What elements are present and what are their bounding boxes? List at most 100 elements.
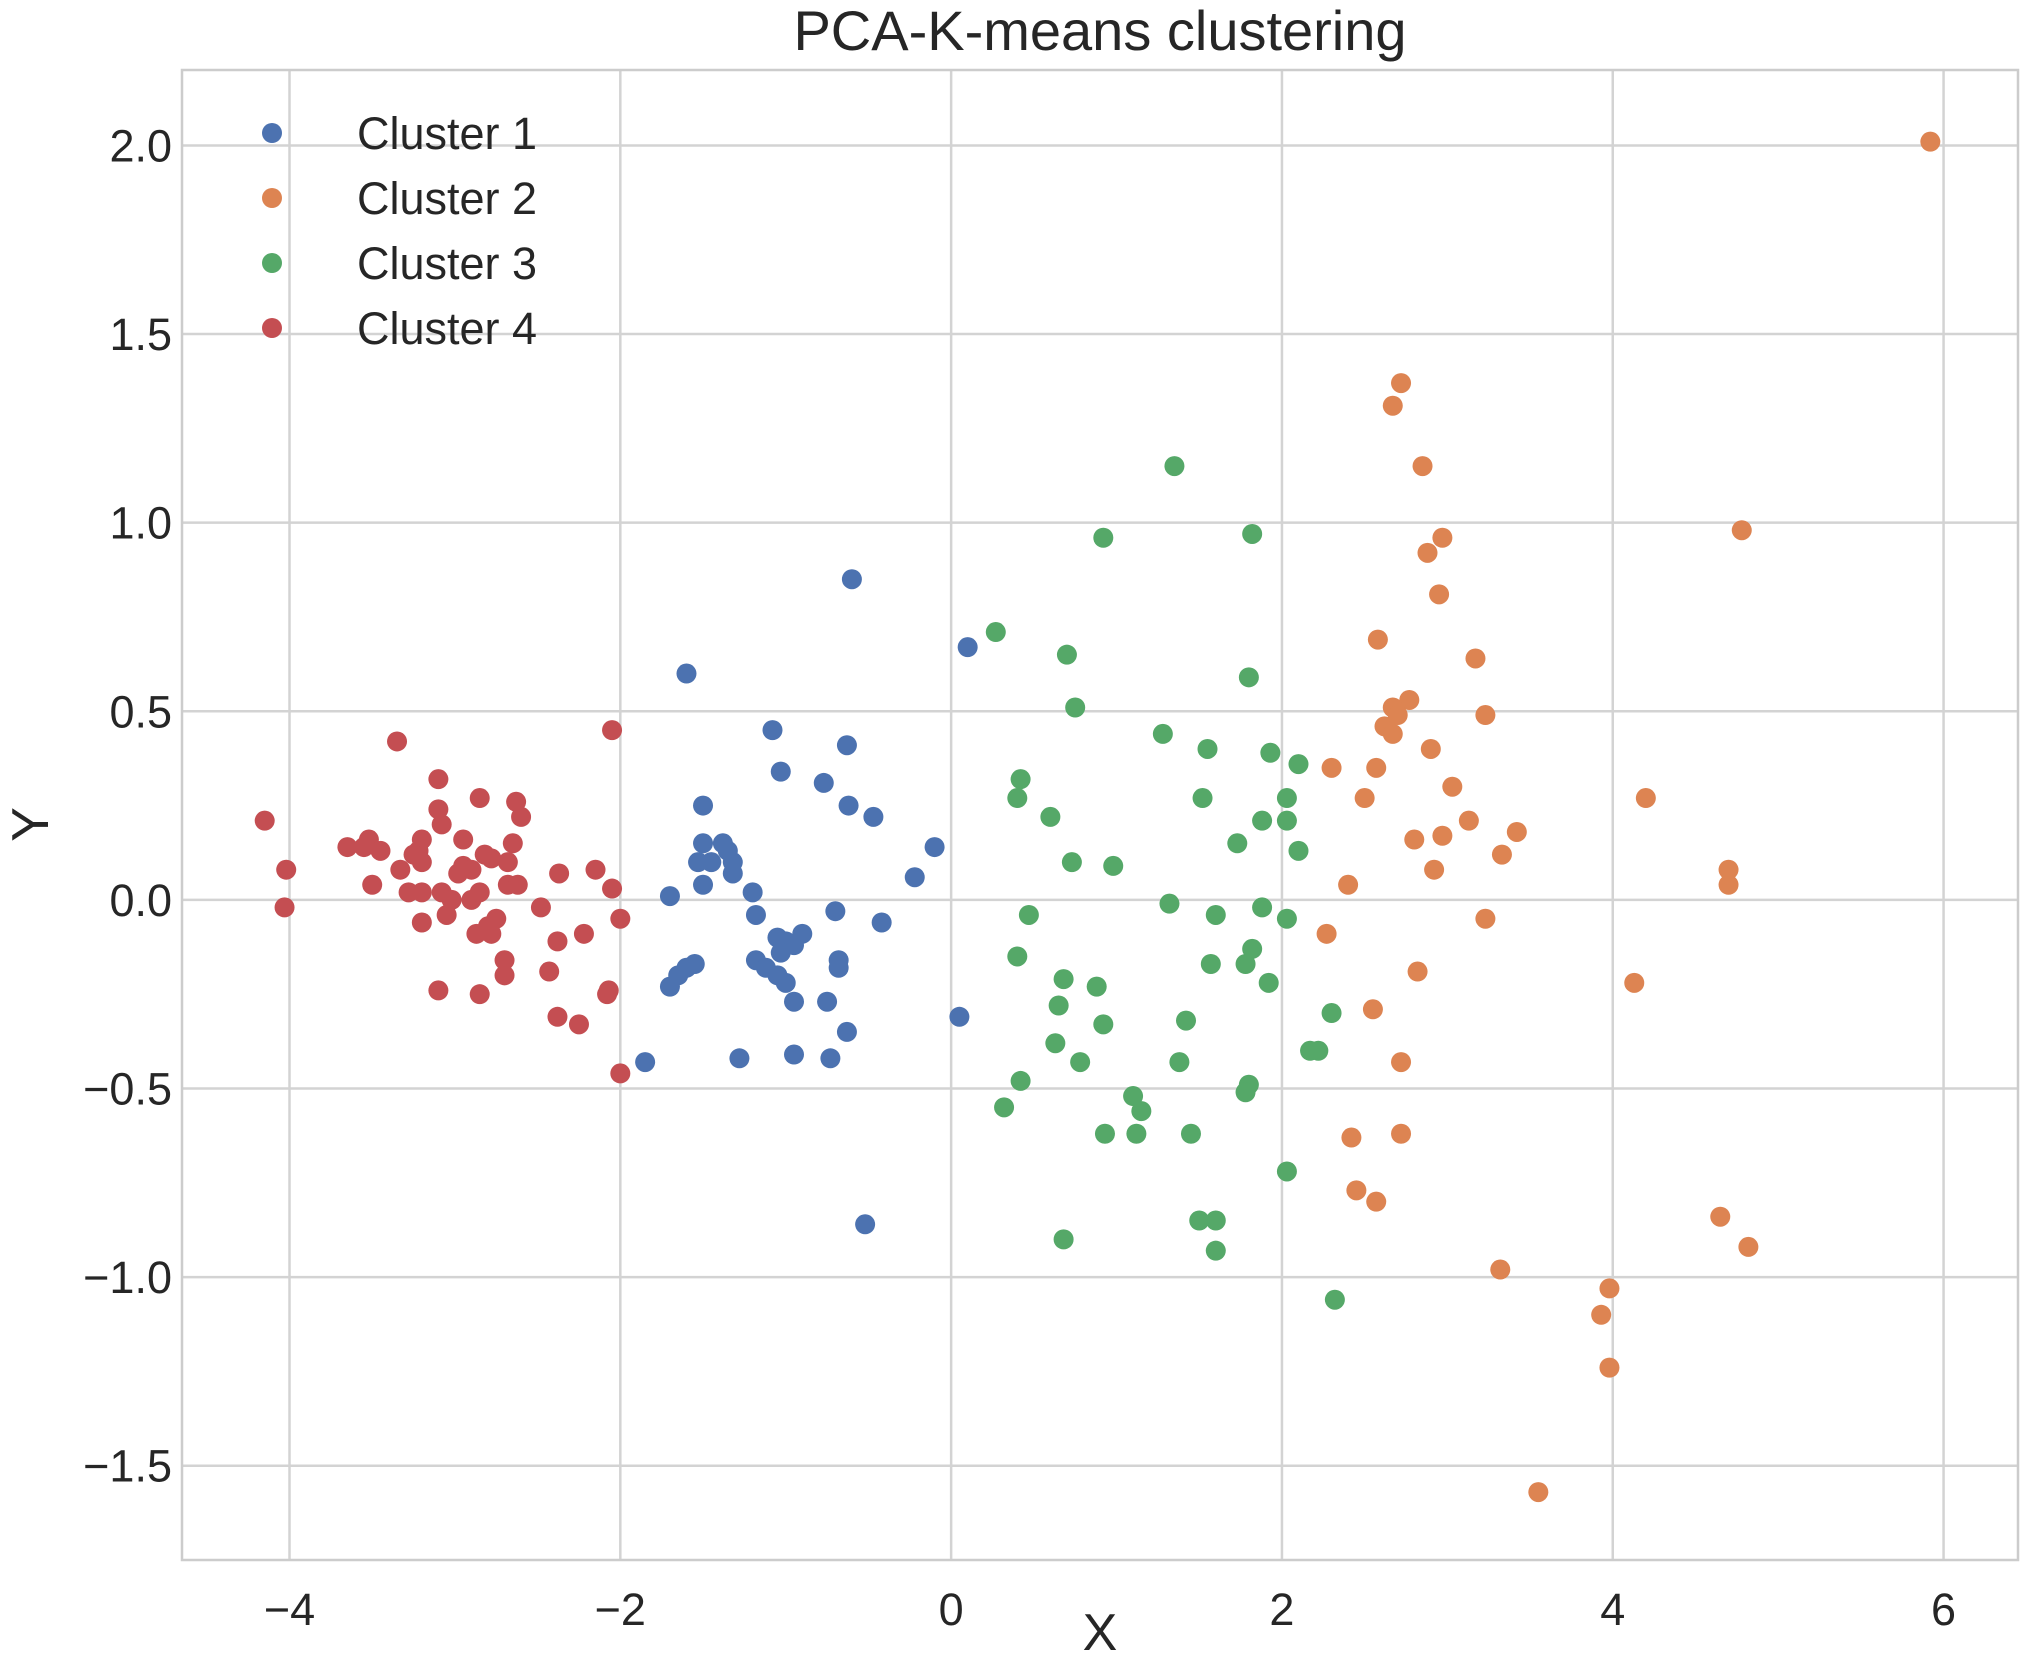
y-tick-label: −0.5: [83, 1063, 172, 1114]
data-point: [610, 1063, 631, 1084]
data-point: [1391, 373, 1412, 394]
data-point: [1635, 788, 1656, 809]
data-point: [813, 772, 834, 793]
x-tick-label: −4: [264, 1584, 315, 1635]
data-point: [549, 863, 570, 884]
data-point: [1056, 644, 1077, 665]
data-point: [1362, 999, 1383, 1020]
data-point: [1718, 859, 1739, 880]
data-point: [1176, 1010, 1197, 1031]
data-point: [1424, 859, 1445, 880]
data-point: [428, 980, 449, 1001]
y-tick-label: 0.5: [109, 686, 172, 737]
data-point: [836, 735, 857, 756]
data-point: [1391, 1052, 1412, 1073]
data-point: [573, 923, 594, 944]
y-tick-label: 1.5: [109, 309, 172, 360]
x-tick-label: 0: [939, 1584, 964, 1635]
data-point: [494, 965, 515, 986]
data-point: [1288, 754, 1309, 775]
data-point: [1053, 969, 1074, 990]
data-point: [1316, 923, 1337, 944]
data-point: [1192, 788, 1213, 809]
data-point: [742, 882, 763, 903]
data-point: [1018, 904, 1039, 925]
legend-marker: [262, 188, 282, 208]
data-point: [602, 878, 623, 899]
data-point: [1205, 1210, 1226, 1231]
data-point: [1324, 1289, 1345, 1310]
data-point: [511, 806, 532, 827]
data-point: [362, 874, 383, 895]
data-point: [1321, 757, 1342, 778]
legend-marker: [262, 318, 282, 338]
y-tick-label: −1.5: [83, 1441, 172, 1492]
data-point: [820, 1048, 841, 1069]
chart-title: PCA-K-means clustering: [793, 0, 1406, 62]
data-point: [1276, 810, 1297, 831]
data-point: [494, 950, 515, 971]
data-point: [762, 720, 783, 741]
data-point: [1010, 769, 1031, 790]
data-point: [1399, 689, 1420, 710]
x-tick-label: 6: [1931, 1584, 1956, 1635]
data-point: [1276, 1161, 1297, 1182]
data-point: [481, 923, 502, 944]
data-point: [428, 769, 449, 790]
data-point: [1366, 757, 1387, 778]
data-point: [1070, 1052, 1091, 1073]
data-point: [1432, 825, 1453, 846]
data-point: [836, 1021, 857, 1042]
x-axis-label: X: [1083, 1604, 1118, 1662]
data-point: [1180, 1123, 1201, 1144]
data-point: [1404, 829, 1425, 850]
data-point: [676, 663, 697, 684]
data-point: [436, 904, 457, 925]
data-point: [506, 791, 527, 812]
data-point: [387, 731, 408, 752]
data-point: [1738, 1236, 1759, 1257]
data-point: [817, 991, 838, 1012]
data-point: [1288, 840, 1309, 861]
data-point: [1048, 995, 1069, 1016]
data-point: [1007, 946, 1028, 967]
data-point: [1276, 788, 1297, 809]
data-point: [1235, 1082, 1256, 1103]
legend-label: Cluster 3: [357, 238, 537, 289]
data-point: [568, 1014, 589, 1035]
data-point: [1367, 629, 1388, 650]
plot-frame: [180, 68, 2020, 1562]
x-tick-label: 4: [1600, 1584, 1625, 1635]
data-point: [1065, 697, 1086, 718]
data-point: [1354, 788, 1375, 809]
data-point: [1382, 723, 1403, 744]
data-point: [1321, 1003, 1342, 1024]
y-tick-label: 0.0: [109, 875, 172, 926]
data-point: [1040, 806, 1061, 827]
data-point: [1007, 788, 1028, 809]
data-point: [431, 814, 452, 835]
data-point: [411, 852, 432, 873]
data-point: [863, 806, 884, 827]
data-point: [1308, 1040, 1329, 1061]
data-point: [530, 897, 551, 918]
data-point: [1103, 855, 1124, 876]
grid: [182, 70, 2018, 1560]
legend-label: Cluster 4: [357, 303, 537, 354]
data-point: [1159, 893, 1180, 914]
data-point: [957, 637, 978, 658]
data-point: [1429, 584, 1450, 605]
data-point: [1169, 1052, 1190, 1073]
legend-marker: [262, 123, 282, 143]
data-point: [1093, 1014, 1114, 1035]
data-point: [924, 837, 945, 858]
data-point: [1591, 1304, 1612, 1325]
data-point: [1200, 954, 1221, 974]
series-3: [985, 456, 1345, 1310]
data-point: [507, 874, 528, 895]
series-4: [254, 720, 631, 1084]
data-point: [635, 1052, 656, 1073]
data-point: [1010, 1070, 1031, 1091]
data-point: [469, 882, 490, 903]
data-point: [1458, 810, 1479, 831]
